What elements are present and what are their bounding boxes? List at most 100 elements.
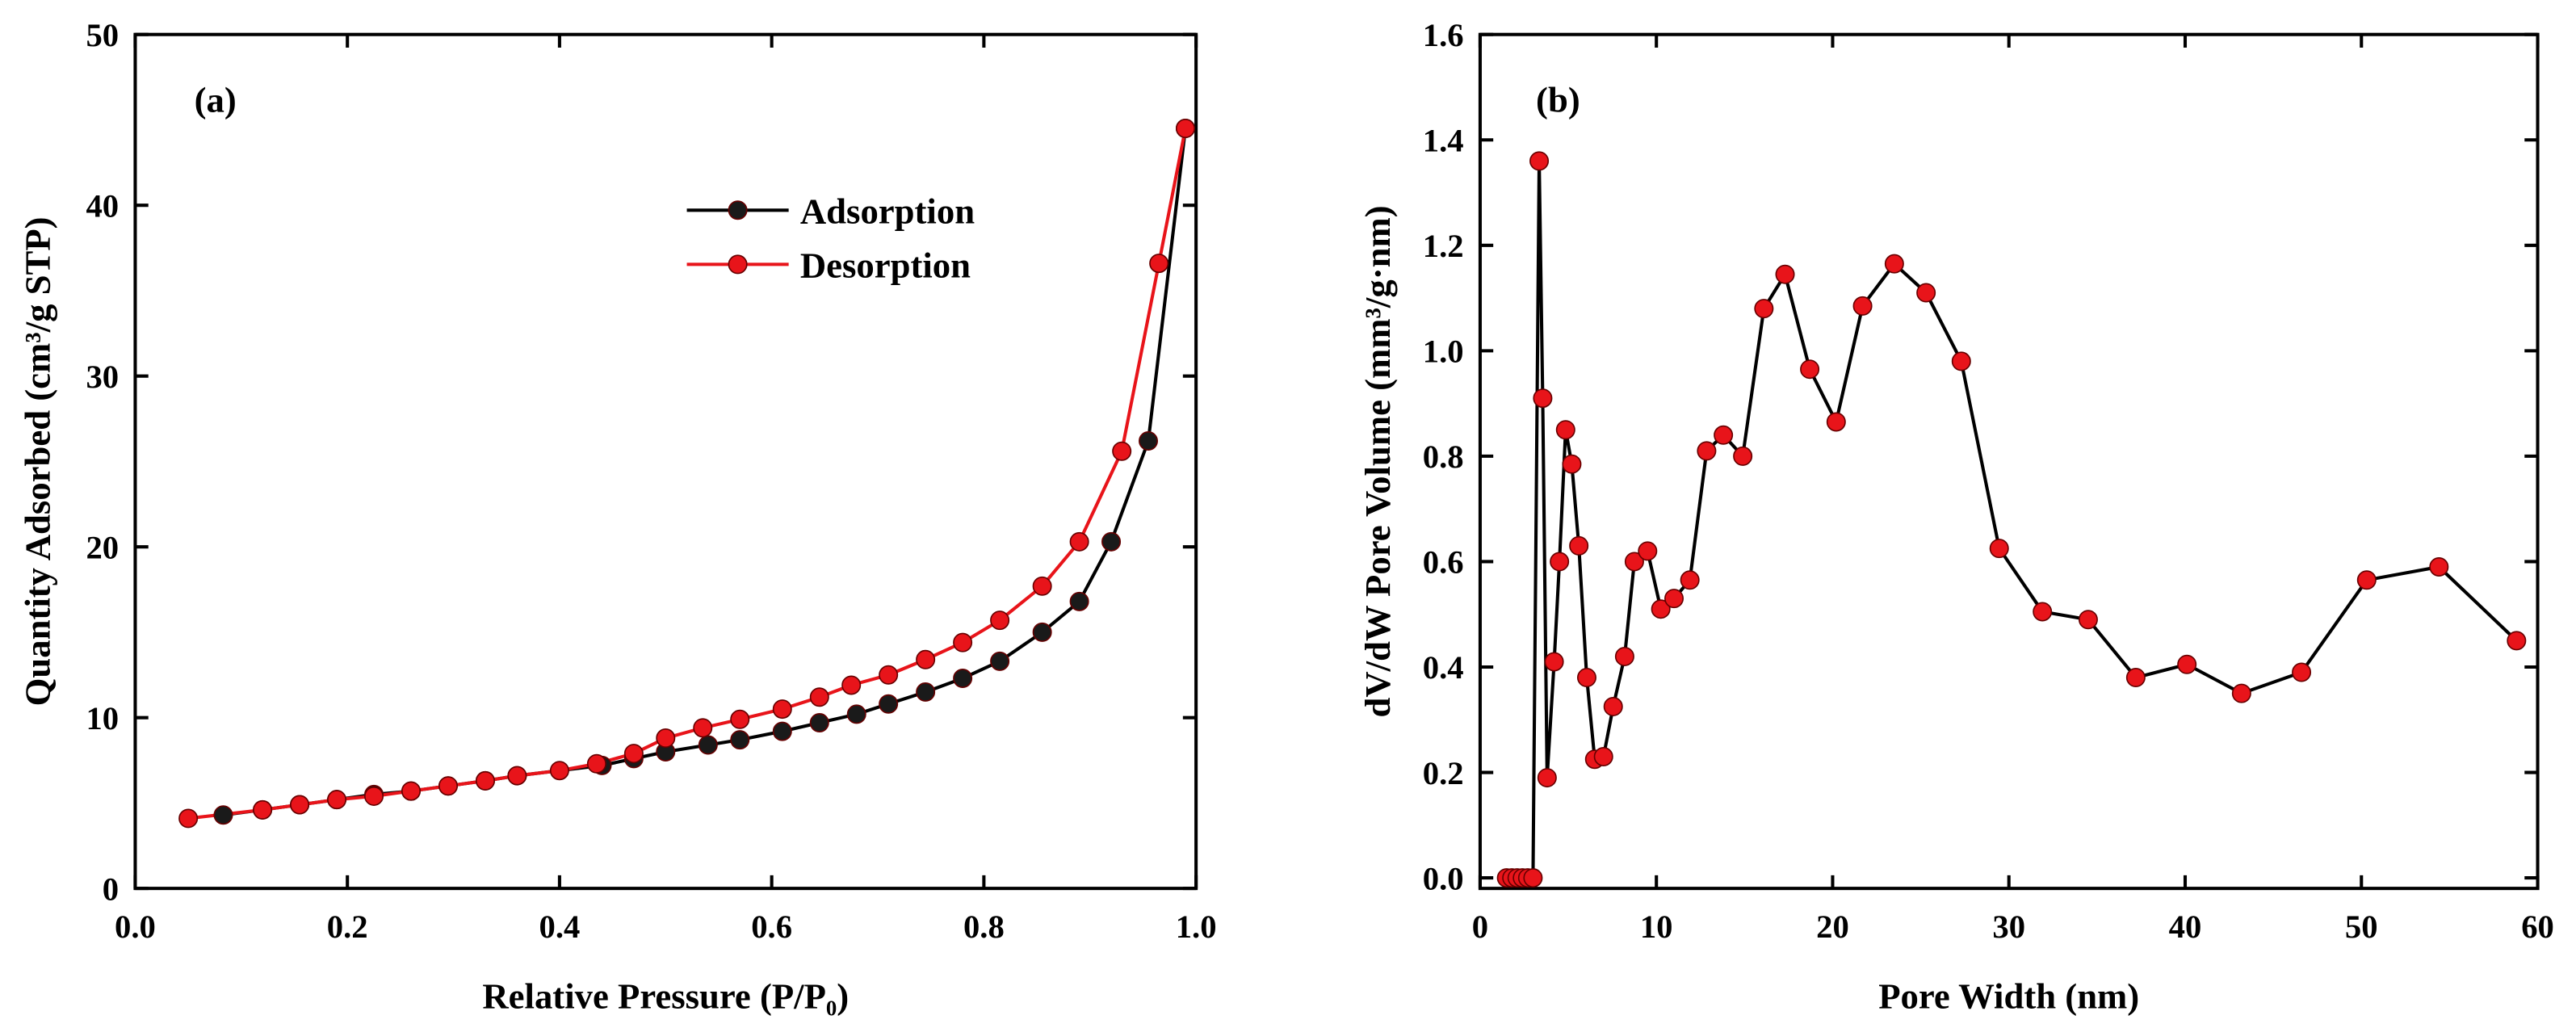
marker xyxy=(1664,589,1684,609)
marker xyxy=(2292,662,2312,682)
marker xyxy=(990,611,1010,631)
marker xyxy=(1775,264,1795,284)
marker xyxy=(879,665,899,685)
marker xyxy=(953,669,973,689)
marker xyxy=(1550,552,1570,572)
marker xyxy=(846,704,866,724)
marker xyxy=(2078,610,2098,630)
marker xyxy=(1529,151,1550,171)
marker xyxy=(253,799,273,820)
x-tick-label: 0.2 xyxy=(327,908,368,945)
series-line xyxy=(223,128,1188,817)
marker xyxy=(327,790,347,810)
x-tick-label: 0.0 xyxy=(115,908,156,945)
marker xyxy=(916,649,936,669)
y-tick-label: 50 xyxy=(86,17,119,53)
marker xyxy=(1523,868,1543,888)
x-tick-label: 40 xyxy=(2169,908,2202,945)
x-tick-label: 0 xyxy=(1472,908,1488,945)
x-axis-label: Pore Width (nm) xyxy=(1878,976,2139,1017)
marker xyxy=(1112,441,1132,461)
y-tick-label: 10 xyxy=(86,700,119,736)
marker xyxy=(475,770,495,791)
plot-frame xyxy=(1478,32,2540,891)
marker xyxy=(1800,359,1820,380)
legend-marker xyxy=(728,200,748,220)
marker xyxy=(841,675,862,695)
marker xyxy=(1069,531,1089,552)
y-tick-label: 20 xyxy=(86,529,119,565)
marker xyxy=(1733,446,1753,466)
marker xyxy=(1951,351,1971,371)
marker xyxy=(2356,570,2377,590)
y-axis-label: dV/dW Pore Volume (mm³/g·nm) xyxy=(1357,205,1398,717)
series-line xyxy=(1506,161,2518,880)
marker xyxy=(2231,683,2251,703)
marker xyxy=(1139,431,1159,451)
marker xyxy=(693,718,713,738)
marker xyxy=(1697,441,1717,461)
marker xyxy=(2177,654,2197,674)
y-tick-label: 0 xyxy=(103,871,119,907)
marker xyxy=(507,766,527,786)
marker xyxy=(1852,296,1873,316)
marker xyxy=(1149,254,1169,274)
marker xyxy=(2033,602,2053,622)
marker xyxy=(1555,420,1575,440)
marker xyxy=(1175,119,1195,139)
plot-frame xyxy=(133,32,1198,891)
marker xyxy=(1614,646,1634,666)
legend-label: Desorption xyxy=(800,245,971,286)
marker xyxy=(879,694,899,714)
y-axis-label: Quantity Adsorbed (cm³/g STP) xyxy=(18,216,58,706)
marker xyxy=(1544,652,1564,672)
marker xyxy=(178,808,199,829)
marker xyxy=(730,730,750,750)
x-tick-label: 60 xyxy=(2521,908,2554,945)
y-tick-label: 0.2 xyxy=(1423,755,1464,791)
x-tick-label: 50 xyxy=(2345,908,2378,945)
marker xyxy=(1884,254,1904,274)
marker xyxy=(1680,570,1700,590)
series-line xyxy=(187,128,1187,820)
marker xyxy=(1989,539,2009,559)
y-tick-label: 0.8 xyxy=(1423,438,1464,475)
x-tick-label: 20 xyxy=(1816,908,1849,945)
marker xyxy=(1638,541,1658,561)
marker xyxy=(1754,299,1774,319)
marker xyxy=(2429,556,2449,577)
marker xyxy=(1032,622,1052,642)
marker xyxy=(401,781,422,801)
x-tick-label: 0.6 xyxy=(751,908,792,945)
marker xyxy=(1069,591,1089,611)
marker xyxy=(730,709,750,729)
marker xyxy=(1576,668,1596,688)
marker xyxy=(1562,454,1582,474)
y-tick-label: 0.4 xyxy=(1423,649,1464,686)
x-tick-label: 0.8 xyxy=(963,908,1005,945)
marker xyxy=(990,651,1010,671)
x-tick-label: 30 xyxy=(1992,908,2025,945)
panel-label: (b) xyxy=(1536,79,1580,120)
y-tick-label: 0.0 xyxy=(1423,860,1464,896)
marker xyxy=(1651,599,1671,619)
marker xyxy=(1916,283,1936,303)
x-tick-label: 0.4 xyxy=(539,908,581,945)
y-tick-label: 1.0 xyxy=(1423,334,1464,370)
marker xyxy=(1603,696,1623,716)
marker xyxy=(2125,668,2146,688)
marker xyxy=(656,728,676,749)
marker xyxy=(772,721,792,741)
y-tick-label: 1.6 xyxy=(1423,17,1464,53)
marker xyxy=(1624,552,1644,572)
y-tick-label: 1.2 xyxy=(1423,228,1464,264)
marker xyxy=(1533,388,1553,409)
marker xyxy=(953,632,973,652)
marker xyxy=(549,761,569,781)
panel-label: (a) xyxy=(195,79,237,120)
marker xyxy=(290,795,310,815)
x-axis-label: Relative Pressure (P/P₀) xyxy=(482,976,849,1017)
marker xyxy=(1593,746,1613,766)
marker xyxy=(698,735,718,755)
